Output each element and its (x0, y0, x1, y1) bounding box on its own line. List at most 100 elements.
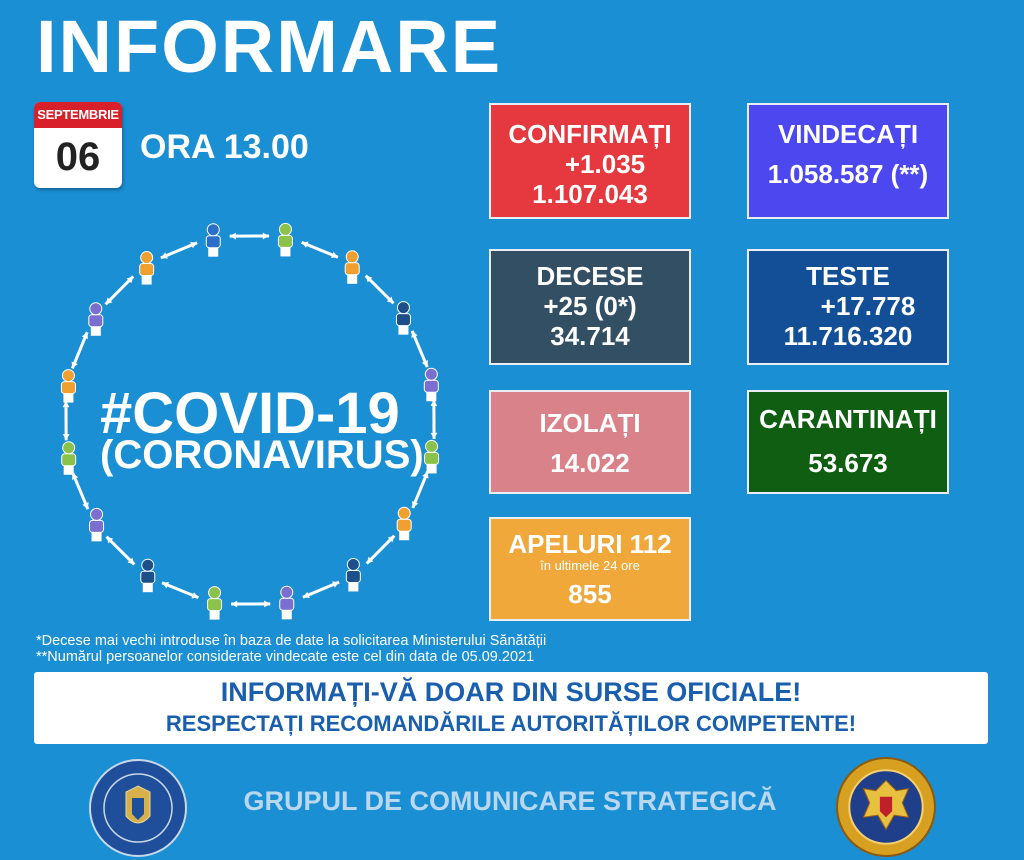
recovered-box: VINDECAȚI 1.058.587 (**) (747, 103, 949, 219)
person-icon (207, 586, 223, 620)
calls-sub: în ultimele 24 ore (540, 558, 640, 573)
ring-arrow (71, 472, 90, 510)
ring-arrow-head (81, 332, 89, 340)
person-icon (140, 558, 156, 593)
deaths-label: DECESE (536, 261, 644, 291)
ring-arrow-head (365, 275, 373, 283)
ring-arrow-head (127, 557, 135, 565)
deaths-box: DECESE +25 (0*) 34.714 (489, 249, 691, 365)
ring-arrow (410, 330, 429, 368)
ring-arrow (301, 240, 339, 259)
people-circle-illustration (60, 222, 440, 620)
ring-arrow-head (332, 581, 340, 588)
tests-delta: +17.778 (820, 291, 916, 321)
person-icon (205, 223, 221, 257)
ring-arrow (302, 580, 340, 599)
government-seal-icon (89, 759, 187, 857)
ring-arrow-head (262, 232, 269, 240)
ring-arrow-head (330, 251, 338, 259)
footnote-1: *Decese mai vechi introduse în baza de d… (36, 633, 547, 649)
ring-arrow-head (160, 252, 168, 259)
banner-line-2: RESPECTAȚI RECOMANDĂRILE AUTORITĂȚILOR C… (165, 711, 857, 736)
isolated-box: IZOLAȚI 14.022 (489, 390, 691, 494)
recovered-label: VINDECAȚI (777, 119, 919, 149)
calls-total: 855 (568, 579, 612, 609)
footnote-2: **Numărul persoanelor considerate vindec… (36, 649, 535, 665)
person-icon (424, 439, 440, 474)
covid-hashtag: #COVID-19 (100, 381, 400, 446)
calendar-icon: SEPTEMBRIE 06 (34, 102, 122, 188)
ring-arrow-head (62, 401, 70, 408)
ring-arrow (160, 241, 198, 260)
calendar-month: SEPTEMBRIE (34, 102, 122, 128)
calls-112-box: APELURI 112 în ultimele 24 ore 855 (489, 517, 691, 621)
footnotes: *Decese mai vechi introduse în baza de d… (36, 633, 546, 665)
quarantined-total: 53.673 (808, 448, 888, 478)
ring-arrow-head (430, 399, 438, 406)
ring-arrow (161, 581, 199, 600)
isolated-total: 14.022 (550, 448, 630, 478)
ring-arrow-head (264, 600, 271, 608)
tests-total: 11.716.320 (783, 321, 913, 351)
person-icon (61, 441, 77, 475)
person-icon (396, 506, 412, 541)
deaths-total: 34.714 (550, 321, 630, 351)
ring-arrow-head (301, 241, 309, 248)
banner-line-1: INFORMAȚI-VĂ DOAR DIN SURSE OFICIALE! (220, 677, 802, 707)
ring-arrow (364, 274, 395, 305)
ring-arrow-head (126, 276, 134, 284)
calls-label: APELURI 112 (508, 529, 672, 559)
ring-arrow-head (229, 232, 236, 240)
recovered-total: 1.058.587 (**) (767, 159, 929, 189)
person-icon (344, 250, 360, 284)
report-time: ORA 13.00 (140, 128, 309, 166)
deaths-delta: +25 (0*) (543, 291, 637, 321)
person-icon (60, 369, 76, 403)
ring-arrow-head (106, 536, 114, 544)
ring-arrow-head (386, 296, 394, 304)
ring-arrow-head (302, 591, 310, 598)
ring-arrow-head (430, 432, 438, 439)
official-sources-banner: INFORMAȚI-VĂ DOAR DIN SURSE OFICIALE! RE… (34, 672, 988, 744)
ring-arrow-head (366, 556, 374, 564)
ring-arrow (70, 331, 89, 369)
person-icon (345, 557, 361, 592)
ring-arrow-head (191, 592, 199, 599)
confirmed-box: CONFIRMAȚI +1.035 1.107.043 (489, 103, 691, 219)
emergency-department-seal-icon (836, 757, 936, 857)
ring-arrow-head (82, 502, 89, 510)
ring-arrow-head (411, 330, 418, 338)
confirmed-delta: +1.035 (564, 149, 646, 179)
page-title: INFORMARE (36, 5, 503, 88)
ring-arrow-head (71, 361, 78, 369)
confirmed-label: CONFIRMAȚI (508, 119, 672, 149)
ring-arrow-head (105, 297, 113, 305)
person-icon (88, 302, 104, 336)
calendar-day: 06 (55, 135, 101, 179)
person-icon (89, 507, 105, 542)
person-icon (277, 222, 293, 257)
person-icon (395, 301, 411, 335)
footer-organization: GRUPUL DE COMUNICARE STRATEGICĂ (243, 786, 777, 816)
ring-arrow-head (421, 360, 428, 368)
ring-arrow-head (231, 600, 238, 608)
person-icon (423, 367, 439, 402)
tests-label: TESTE (806, 261, 890, 291)
ring-arrow-head (62, 434, 70, 441)
quarantined-label: CARANTINAȚI (759, 404, 937, 434)
ring-arrow-head (411, 500, 419, 508)
ring-arrow (365, 534, 396, 565)
ring-arrow (105, 535, 136, 566)
person-icon (279, 585, 295, 620)
ring-arrow-head (387, 535, 395, 543)
ring-arrow (411, 471, 430, 509)
person-icon (139, 251, 155, 285)
ring-arrow-head (190, 242, 198, 249)
quarantined-box: CARANTINAȚI 53.673 (747, 390, 949, 494)
ring-arrow (104, 275, 135, 306)
confirmed-total: 1.107.043 (532, 179, 648, 209)
isolated-label: IZOLAȚI (539, 408, 641, 438)
tests-box: TESTE +17.778 11.716.320 (747, 249, 949, 365)
ring-arrow-head (162, 581, 170, 589)
covid-subtitle: (CORONAVIRUS) (100, 433, 424, 477)
